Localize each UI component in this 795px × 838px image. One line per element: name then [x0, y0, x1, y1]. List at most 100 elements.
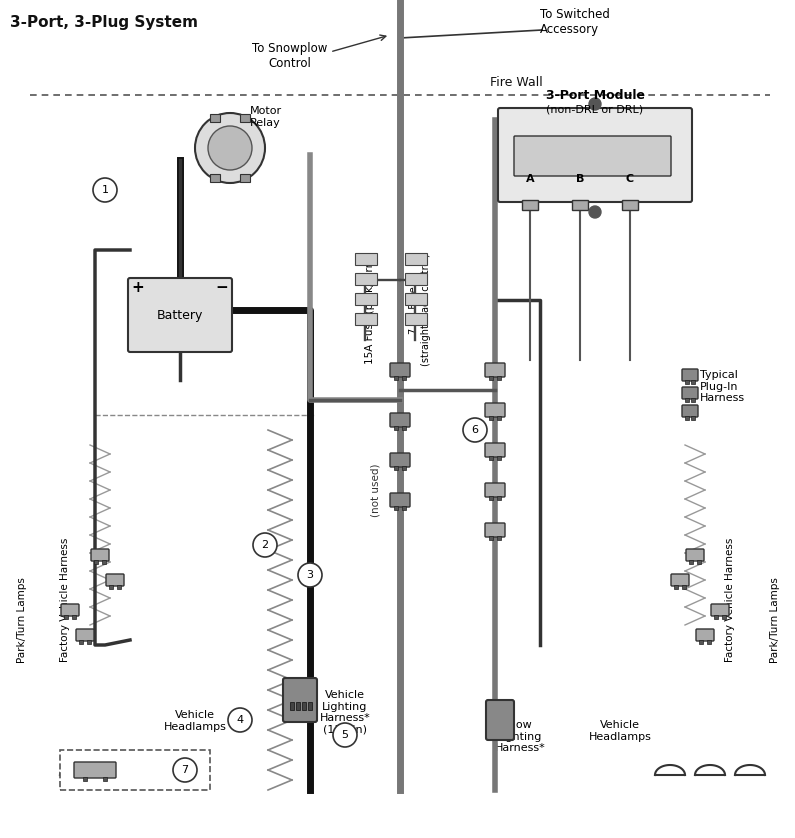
- Bar: [405, 293, 427, 305]
- Bar: [240, 114, 250, 122]
- FancyBboxPatch shape: [106, 574, 124, 586]
- Circle shape: [589, 206, 601, 218]
- Text: To Switched
Accessory: To Switched Accessory: [540, 8, 610, 36]
- Text: Vehicle
Headlamps: Vehicle Headlamps: [588, 720, 651, 742]
- Text: 3: 3: [307, 570, 313, 580]
- Bar: [489, 496, 493, 500]
- Circle shape: [589, 98, 601, 110]
- Text: (non-DRL or DRL): (non-DRL or DRL): [546, 104, 644, 114]
- Text: 7.5A Fuse
(straight blade control): 7.5A Fuse (straight blade control): [409, 254, 431, 366]
- FancyBboxPatch shape: [682, 387, 698, 399]
- Text: −: −: [215, 280, 228, 295]
- FancyBboxPatch shape: [390, 363, 410, 377]
- Bar: [497, 376, 501, 380]
- Bar: [691, 416, 695, 420]
- FancyBboxPatch shape: [390, 493, 410, 507]
- Bar: [622, 200, 638, 210]
- Bar: [64, 615, 68, 619]
- Bar: [210, 114, 220, 122]
- Text: B: B: [576, 174, 584, 184]
- Bar: [522, 200, 538, 210]
- Bar: [489, 536, 493, 540]
- Text: Vehicle
Headlamps: Vehicle Headlamps: [164, 710, 227, 732]
- Bar: [87, 640, 91, 644]
- Text: 7: 7: [181, 765, 188, 775]
- Text: C: C: [626, 174, 634, 184]
- Text: Factory Vehicle Harness: Factory Vehicle Harness: [725, 538, 735, 662]
- Bar: [355, 313, 377, 325]
- Bar: [308, 702, 312, 710]
- Bar: [83, 777, 87, 781]
- Bar: [355, 253, 377, 265]
- Bar: [497, 416, 501, 420]
- FancyBboxPatch shape: [390, 413, 410, 427]
- FancyBboxPatch shape: [485, 483, 505, 497]
- Bar: [697, 560, 701, 564]
- Bar: [302, 702, 306, 710]
- Text: Park/Turn Lamps: Park/Turn Lamps: [770, 577, 780, 663]
- Bar: [674, 585, 678, 589]
- Text: Park/Turn Lamps: Park/Turn Lamps: [17, 577, 27, 663]
- FancyBboxPatch shape: [711, 604, 729, 616]
- FancyBboxPatch shape: [76, 629, 94, 641]
- Bar: [497, 456, 501, 460]
- Text: 3-Port, 3-Plug System: 3-Port, 3-Plug System: [10, 15, 198, 30]
- Bar: [117, 585, 121, 589]
- Bar: [685, 398, 689, 402]
- Text: Vehicle
Lighting
Harness*
(11-pin): Vehicle Lighting Harness* (11-pin): [320, 690, 370, 735]
- FancyBboxPatch shape: [514, 136, 671, 176]
- FancyBboxPatch shape: [682, 405, 698, 417]
- Bar: [240, 174, 250, 182]
- Bar: [497, 496, 501, 500]
- Bar: [402, 466, 406, 470]
- Bar: [290, 702, 294, 710]
- Text: (not used): (not used): [370, 463, 380, 517]
- Text: A: A: [525, 174, 534, 184]
- FancyBboxPatch shape: [498, 108, 692, 202]
- Bar: [691, 380, 695, 384]
- Text: +: +: [132, 280, 145, 295]
- Bar: [103, 777, 107, 781]
- Text: Plow
Lighting
Harness*: Plow Lighting Harness*: [494, 720, 545, 753]
- Bar: [394, 426, 398, 430]
- Text: Battery: Battery: [157, 308, 204, 322]
- Circle shape: [93, 178, 117, 202]
- Bar: [355, 273, 377, 285]
- Text: 3-Port Module: 3-Port Module: [545, 89, 645, 102]
- Bar: [689, 560, 693, 564]
- Text: 4: 4: [236, 715, 243, 725]
- Bar: [714, 615, 718, 619]
- Bar: [355, 293, 377, 305]
- FancyBboxPatch shape: [671, 574, 689, 586]
- Circle shape: [333, 723, 357, 747]
- Text: 15A Fuse (park/turn): 15A Fuse (park/turn): [365, 256, 375, 364]
- Bar: [402, 506, 406, 510]
- FancyBboxPatch shape: [696, 629, 714, 641]
- Circle shape: [298, 563, 322, 587]
- FancyBboxPatch shape: [686, 549, 704, 561]
- FancyBboxPatch shape: [485, 363, 505, 377]
- Text: Fire Wall: Fire Wall: [490, 76, 543, 89]
- Bar: [402, 376, 406, 380]
- FancyBboxPatch shape: [485, 443, 505, 457]
- Text: 6: 6: [471, 425, 479, 435]
- FancyBboxPatch shape: [74, 762, 116, 778]
- Bar: [102, 560, 106, 564]
- Bar: [402, 426, 406, 430]
- Circle shape: [463, 418, 487, 442]
- Circle shape: [173, 758, 197, 782]
- Bar: [394, 376, 398, 380]
- Text: Factory Vehicle Harness: Factory Vehicle Harness: [60, 538, 70, 662]
- Bar: [489, 416, 493, 420]
- Circle shape: [253, 533, 277, 557]
- Bar: [489, 376, 493, 380]
- Bar: [405, 313, 427, 325]
- Circle shape: [228, 708, 252, 732]
- FancyBboxPatch shape: [128, 278, 232, 352]
- Text: To Snowplow
Control: To Snowplow Control: [252, 42, 328, 70]
- Bar: [685, 416, 689, 420]
- Text: 5: 5: [342, 730, 348, 740]
- Text: 1: 1: [102, 185, 108, 195]
- Circle shape: [195, 113, 265, 183]
- Bar: [72, 615, 76, 619]
